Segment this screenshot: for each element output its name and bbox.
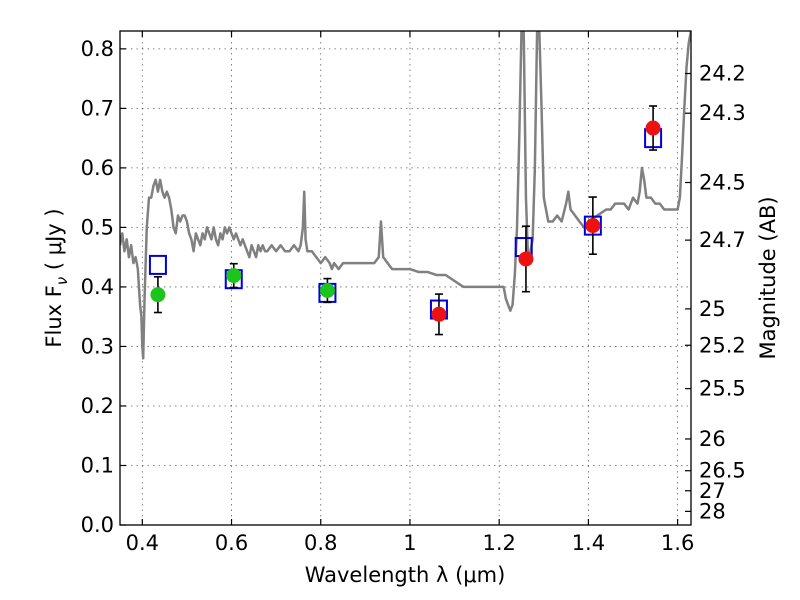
plot-frame — [119, 30, 692, 526]
observed-point — [431, 306, 447, 322]
model-photometry-layer — [148, 128, 663, 320]
y-tick-label: 0.0 — [81, 513, 114, 537]
y-tick-label: 0.3 — [81, 334, 114, 358]
y-axis-ticks: 0.0 0.1 0.2 0.3 0.4 0.5 0.6 0.7 0.8 — [81, 37, 126, 537]
y-tick-label: 0.7 — [81, 96, 114, 120]
y-tick-label: 0.1 — [81, 453, 114, 477]
x-axis-title: Wavelength λ (μm) — [305, 563, 506, 587]
observed-point — [226, 268, 242, 284]
observed-point — [585, 218, 601, 234]
observed-point — [319, 282, 335, 298]
y-axis-title-group: Flux Fν ( μJy ) — [42, 208, 71, 347]
magnitude-tick-label: 26 — [699, 427, 726, 451]
magnitude-tick-label: 24.2 — [699, 62, 746, 86]
x-axis-ticks: 0.4 0.6 0.8 1 1.2 1.4 1.6 — [126, 31, 694, 555]
magnitude-tick-label: 28 — [699, 499, 726, 523]
x-tick-label: 1.6 — [661, 531, 694, 555]
y-tick-label: 0.2 — [81, 394, 114, 418]
y-axis-title-unit: ( μJy ) — [42, 208, 66, 276]
y-axis-title-main: Flux F — [42, 285, 66, 347]
magnitude-tick-label: 24.7 — [699, 228, 746, 252]
magnitude-tick-label: 24.5 — [699, 171, 746, 195]
y-tick-label: 0.4 — [81, 275, 114, 299]
y-axis-title-subscript: ν — [53, 277, 71, 285]
x-tick-label: 1.4 — [572, 531, 605, 555]
y-tick-label: 0.8 — [81, 37, 114, 61]
y-tick-label: 0.6 — [81, 156, 114, 180]
grid — [120, 31, 691, 525]
x-tick-label: 0.8 — [304, 531, 337, 555]
magnitude-axis-title: Magnitude (AB) — [756, 196, 780, 359]
x-tick-label: 1 — [403, 531, 416, 555]
magnitude-tick-label: 25.5 — [699, 377, 746, 401]
x-tick-label: 0.4 — [126, 531, 159, 555]
x-tick-label: 1.2 — [482, 531, 515, 555]
magnitude-tick-label: 25 — [699, 297, 726, 321]
spectrum-line — [120, 31, 691, 360]
magnitude-tick-label: 25.2 — [699, 333, 746, 357]
observed-points-layer — [150, 120, 661, 322]
observed-point — [518, 251, 534, 267]
magnitude-tick-label: 26.5 — [699, 459, 746, 483]
x-tick-label: 0.6 — [215, 531, 248, 555]
magnitude-tick-label: 27 — [699, 479, 726, 503]
y-axis-title: Flux Fν ( μJy ) — [42, 208, 71, 347]
observed-point — [645, 120, 661, 136]
spectrum-layer — [120, 31, 691, 360]
magnitude-tick-label: 24.3 — [699, 101, 746, 125]
y-tick-label: 0.5 — [81, 215, 114, 239]
error-bars-layer — [153, 105, 658, 336]
observed-point — [150, 287, 166, 303]
model-photometry-square — [148, 254, 167, 275]
